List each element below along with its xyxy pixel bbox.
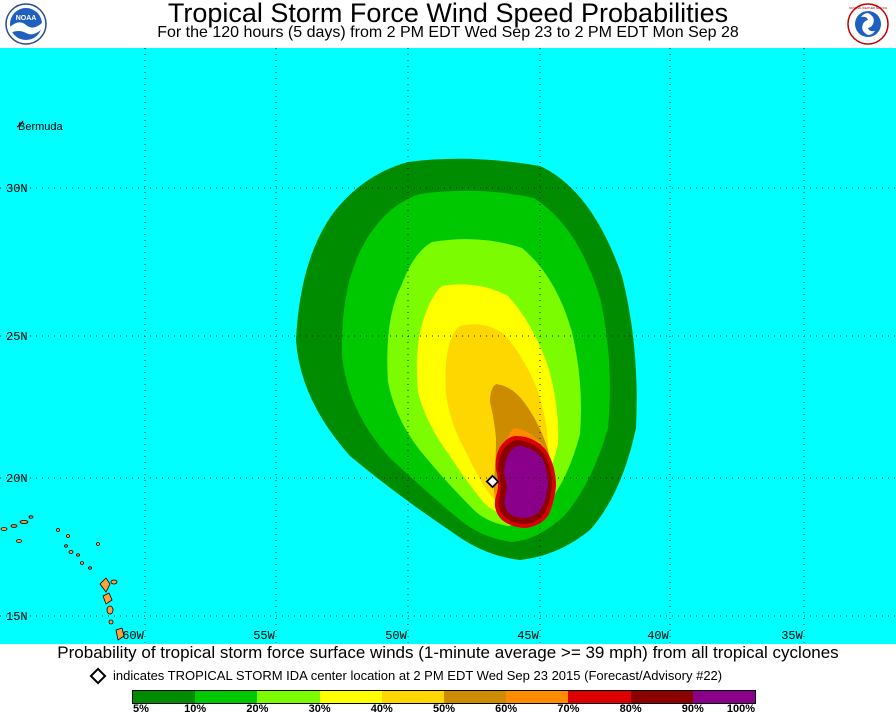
lat-label-25n: 25N: [6, 330, 28, 344]
lat-label-15n: 15N: [6, 610, 28, 624]
bermuda-island: [16, 120, 24, 128]
legend-label-7: 70%: [557, 703, 580, 715]
legend-swatch-9: [692, 691, 756, 703]
lon-label-50w: 50W: [385, 629, 407, 643]
legend-swatch-1: [195, 691, 258, 703]
legend-swatch-4: [381, 691, 445, 703]
lon-label-55w: 55W: [253, 629, 275, 643]
lon-label-60w: 60W: [122, 629, 144, 643]
contour-90pct: [504, 446, 548, 518]
marker-note-text: indicates TROPICAL STORM IDA center loca…: [113, 668, 723, 683]
nws-logo-text: NATIONAL WEATHER SERVICE: [849, 6, 888, 10]
color-legend: [132, 690, 756, 704]
noaa-logo: NOAA: [5, 3, 47, 45]
lon-label-35w: 35W: [781, 629, 803, 643]
legend-label-9: 90%: [681, 703, 704, 715]
legend-label-0: 5%: [133, 703, 149, 715]
bermuda-label: Bermuda: [18, 121, 64, 133]
legend-label-4: 40%: [370, 703, 393, 715]
lon-label-45w: 45W: [517, 629, 539, 643]
lat-label-20n: 20N: [6, 472, 28, 486]
legend-label-3: 30%: [308, 703, 331, 715]
legend-swatch-6: [506, 691, 569, 703]
footer-description: Probability of tropical storm force surf…: [57, 643, 839, 662]
legend-swatch-8: [630, 691, 693, 703]
lon-label-40w: 40W: [647, 629, 669, 643]
header: NOAA Tropical Storm Force Wind Speed Pro…: [0, 0, 896, 48]
noaa-logo-text: NOAA: [16, 15, 37, 22]
lesser-antilles: [0, 515, 125, 641]
legend-swatch-7: [568, 691, 631, 703]
legend-labels: 5% 10% 20% 30% 40% 50% 60% 70% 80% 90% 100%: [0, 703, 896, 717]
legend-swatch-2: [257, 691, 320, 703]
page-subtitle: For the 120 hours (5 days) from 2 PM EDT…: [157, 24, 739, 41]
lat-label-30n: 30N: [6, 182, 28, 196]
legend-swatch-3: [319, 691, 382, 703]
page-title: Tropical Storm Force Wind Speed Probabil…: [167, 0, 729, 28]
legend-swatch-5: [444, 691, 507, 703]
legend-label-1: 10%: [184, 703, 207, 715]
probability-map: 30N 25N 20N 15N 60W 55W 50W 45W 40W 35W …: [0, 48, 896, 644]
legend-swatch-0: [133, 691, 196, 703]
nws-logo: NATIONAL WEATHER SERVICE: [847, 3, 889, 45]
legend-label-5: 50%: [432, 703, 456, 715]
storm-center-diamond-icon: [485, 474, 500, 489]
marker-key-diamond-icon: [89, 667, 107, 685]
footer-marker-note: indicates TROPICAL STORM IDA center loca…: [89, 667, 723, 685]
legend-label-6: 60%: [495, 703, 518, 715]
legend-label-10: 100%: [726, 703, 755, 715]
legend-label-2: 20%: [246, 703, 269, 715]
legend-label-8: 80%: [619, 703, 642, 715]
